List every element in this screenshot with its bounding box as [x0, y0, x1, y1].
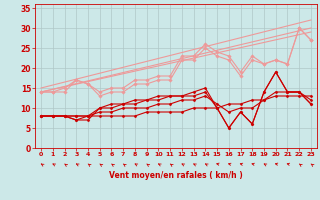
X-axis label: Vent moyen/en rafales ( km/h ): Vent moyen/en rafales ( km/h )	[109, 171, 243, 180]
